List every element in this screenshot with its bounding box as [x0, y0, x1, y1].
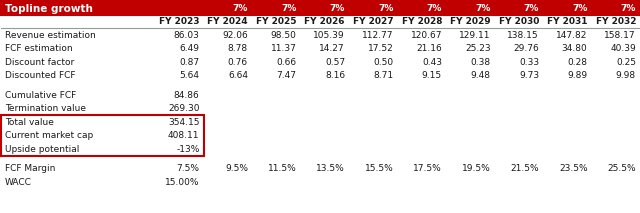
Text: 29.76: 29.76 [513, 44, 539, 53]
Text: FY 2032: FY 2032 [595, 17, 636, 26]
Text: WACC: WACC [5, 178, 32, 187]
Text: 0.87: 0.87 [179, 58, 200, 67]
Text: 34.80: 34.80 [562, 44, 588, 53]
Text: Current market cap: Current market cap [5, 131, 93, 140]
Text: FY 2026: FY 2026 [305, 17, 345, 26]
Text: Revenue estimation: Revenue estimation [5, 31, 96, 40]
Text: 14.27: 14.27 [319, 44, 345, 53]
Text: 17.5%: 17.5% [413, 164, 442, 173]
Text: 0.33: 0.33 [519, 58, 539, 67]
Text: FCF Margin: FCF Margin [5, 164, 56, 173]
Text: 354.15: 354.15 [168, 118, 200, 127]
Text: 112.77: 112.77 [362, 31, 394, 40]
Text: 0.57: 0.57 [325, 58, 345, 67]
Text: 0.28: 0.28 [568, 58, 588, 67]
Text: 9.73: 9.73 [519, 71, 539, 80]
Text: 7%: 7% [572, 4, 588, 13]
Text: FCF estimation: FCF estimation [5, 44, 72, 53]
Text: 138.15: 138.15 [508, 31, 539, 40]
Text: 7%: 7% [330, 4, 345, 13]
Text: 7%: 7% [281, 4, 296, 13]
Text: 21.5%: 21.5% [510, 164, 539, 173]
Text: 8.16: 8.16 [325, 71, 345, 80]
Text: FY 2023: FY 2023 [159, 17, 200, 26]
Text: FY 2029: FY 2029 [450, 17, 490, 26]
Text: 40.39: 40.39 [611, 44, 636, 53]
Text: 269.30: 269.30 [168, 104, 200, 113]
Text: 25.5%: 25.5% [607, 164, 636, 173]
Text: FY 2031: FY 2031 [547, 17, 588, 26]
Text: FY 2030: FY 2030 [499, 17, 539, 26]
Text: 7%: 7% [621, 4, 636, 13]
Text: 19.5%: 19.5% [461, 164, 490, 173]
Text: 158.17: 158.17 [604, 31, 636, 40]
Text: 408.11: 408.11 [168, 131, 200, 140]
Text: 9.98: 9.98 [616, 71, 636, 80]
Text: Termination value: Termination value [5, 104, 86, 113]
Text: 25.23: 25.23 [465, 44, 490, 53]
Text: 11.37: 11.37 [271, 44, 296, 53]
Text: 7%: 7% [475, 4, 490, 13]
Text: 9.5%: 9.5% [225, 164, 248, 173]
Text: 7.47: 7.47 [276, 71, 296, 80]
Text: 0.38: 0.38 [470, 58, 490, 67]
Text: FY 2028: FY 2028 [401, 17, 442, 26]
Text: Discount factor: Discount factor [5, 58, 74, 67]
Text: Discounted FCF: Discounted FCF [5, 71, 76, 80]
Text: 0.76: 0.76 [228, 58, 248, 67]
Text: 9.15: 9.15 [422, 71, 442, 80]
Text: 5.64: 5.64 [179, 71, 200, 80]
Bar [1, 1, 639, 15]
Text: Cumulative FCF: Cumulative FCF [5, 91, 76, 100]
Text: 86.03: 86.03 [173, 31, 200, 40]
Text: 23.5%: 23.5% [559, 164, 588, 173]
Text: 147.82: 147.82 [556, 31, 588, 40]
Text: Topline growth: Topline growth [5, 3, 93, 13]
Text: 0.43: 0.43 [422, 58, 442, 67]
Text: 8.71: 8.71 [373, 71, 394, 80]
Text: 21.16: 21.16 [416, 44, 442, 53]
Bar [1, 115, 204, 155]
Text: 9.48: 9.48 [470, 71, 490, 80]
Text: 92.06: 92.06 [222, 31, 248, 40]
Text: 0.66: 0.66 [276, 58, 296, 67]
Text: 7%: 7% [232, 4, 248, 13]
Text: 129.11: 129.11 [459, 31, 490, 40]
Text: 7.5%: 7.5% [177, 164, 200, 173]
Text: 98.50: 98.50 [271, 31, 296, 40]
Text: FY 2024: FY 2024 [207, 17, 248, 26]
Text: 9.89: 9.89 [568, 71, 588, 80]
Text: 6.49: 6.49 [179, 44, 200, 53]
Text: 15.00%: 15.00% [165, 178, 200, 187]
Text: 105.39: 105.39 [314, 31, 345, 40]
Text: 120.67: 120.67 [410, 31, 442, 40]
Text: FY 2027: FY 2027 [353, 17, 394, 26]
Text: 7%: 7% [427, 4, 442, 13]
Text: 0.25: 0.25 [616, 58, 636, 67]
Text: 8.78: 8.78 [228, 44, 248, 53]
Text: 11.5%: 11.5% [268, 164, 296, 173]
Text: 15.5%: 15.5% [365, 164, 394, 173]
Text: Total value: Total value [5, 118, 54, 127]
Text: 84.86: 84.86 [173, 91, 200, 100]
Text: 13.5%: 13.5% [316, 164, 345, 173]
Text: 7%: 7% [378, 4, 394, 13]
Text: 17.52: 17.52 [368, 44, 394, 53]
Text: 7%: 7% [524, 4, 539, 13]
Text: 6.64: 6.64 [228, 71, 248, 80]
Text: -13%: -13% [176, 145, 200, 154]
Text: 0.50: 0.50 [373, 58, 394, 67]
Text: FY 2025: FY 2025 [256, 17, 296, 26]
Text: Upside potential: Upside potential [5, 145, 79, 154]
